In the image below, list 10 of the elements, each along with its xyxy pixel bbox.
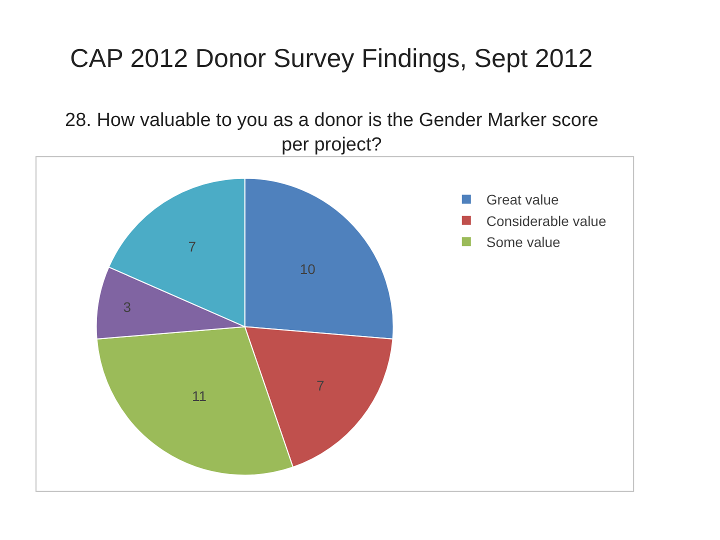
chart-title: CAP 2012 Donor Survey Findings, Sept 2012 <box>70 43 593 73</box>
data-label: 10 <box>300 260 316 277</box>
legend-label: Some value <box>486 234 561 250</box>
data-label: 7 <box>188 238 196 254</box>
chart-subtitle: 28. How valuable to you as a donor is the Gender Marker score per project? <box>65 110 598 156</box>
data-label: 11 <box>192 388 207 404</box>
legend-label: Considerable value <box>486 212 606 229</box>
data-label: 3 <box>123 299 132 316</box>
data-label: 7 <box>316 378 325 394</box>
legend-label: Great value <box>486 192 559 208</box>
